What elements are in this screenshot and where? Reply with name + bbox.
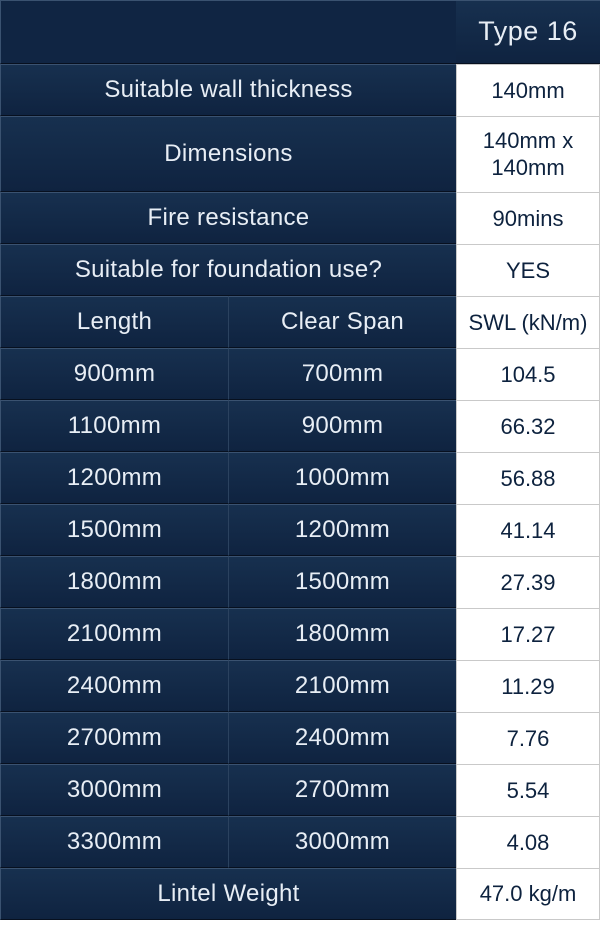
cell-swl: 66.32 xyxy=(456,400,600,452)
cell-length: 900mm xyxy=(0,348,228,400)
cell-clear-span: 1800mm xyxy=(228,608,456,660)
cell-length: 3300mm xyxy=(0,816,228,868)
cell-swl: 11.29 xyxy=(456,660,600,712)
type-title: Type 16 xyxy=(456,0,600,64)
cell-length: 1100mm xyxy=(0,400,228,452)
cell-length: 2400mm xyxy=(0,660,228,712)
cell-clear-span: 1500mm xyxy=(228,556,456,608)
footer-label: Lintel Weight xyxy=(0,868,456,920)
attr-label: Fire resistance xyxy=(0,192,456,244)
cell-length: 1500mm xyxy=(0,504,228,556)
attr-label: Dimensions xyxy=(0,116,456,192)
cell-clear-span: 1200mm xyxy=(228,504,456,556)
col-header-swl: SWL (kN/m) xyxy=(456,296,600,348)
attr-value: 140mm x 140mm xyxy=(456,116,600,192)
cell-clear-span: 1000mm xyxy=(228,452,456,504)
col-header-clear-span: Clear Span xyxy=(228,296,456,348)
cell-swl: 27.39 xyxy=(456,556,600,608)
cell-length: 3000mm xyxy=(0,764,228,816)
cell-swl: 7.76 xyxy=(456,712,600,764)
attr-value: 90mins xyxy=(456,192,600,244)
footer-value: 47.0 kg/m xyxy=(456,868,600,920)
cell-clear-span: 2400mm xyxy=(228,712,456,764)
cell-clear-span: 900mm xyxy=(228,400,456,452)
spec-table: Type 16 Suitable wall thickness 140mm Di… xyxy=(0,0,600,920)
attr-label: Suitable wall thickness xyxy=(0,64,456,116)
attr-label: Suitable for foundation use? xyxy=(0,244,456,296)
cell-swl: 5.54 xyxy=(456,764,600,816)
cell-length: 2100mm xyxy=(0,608,228,660)
cell-swl: 41.14 xyxy=(456,504,600,556)
cell-length: 1200mm xyxy=(0,452,228,504)
cell-swl: 17.27 xyxy=(456,608,600,660)
cell-clear-span: 700mm xyxy=(228,348,456,400)
title-empty xyxy=(0,0,456,64)
cell-clear-span: 3000mm xyxy=(228,816,456,868)
attr-value: 140mm xyxy=(456,64,600,116)
cell-swl: 104.5 xyxy=(456,348,600,400)
cell-clear-span: 2700mm xyxy=(228,764,456,816)
col-header-length: Length xyxy=(0,296,228,348)
cell-length: 1800mm xyxy=(0,556,228,608)
attr-value: YES xyxy=(456,244,600,296)
cell-swl: 56.88 xyxy=(456,452,600,504)
cell-length: 2700mm xyxy=(0,712,228,764)
cell-clear-span: 2100mm xyxy=(228,660,456,712)
cell-swl: 4.08 xyxy=(456,816,600,868)
